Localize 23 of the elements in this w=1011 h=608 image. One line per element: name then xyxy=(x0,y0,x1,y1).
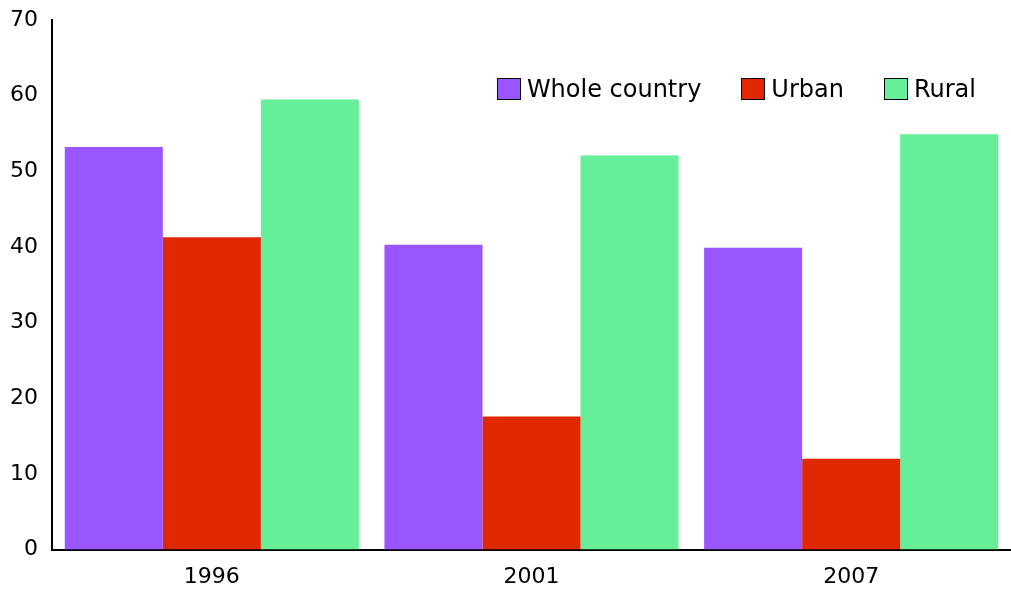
y-tick-label: 40 xyxy=(9,232,38,258)
bar xyxy=(704,247,803,550)
bar xyxy=(900,134,999,550)
bar xyxy=(162,237,261,550)
bar xyxy=(64,147,163,550)
bar xyxy=(482,416,581,550)
y-tick-label: 60 xyxy=(9,81,38,107)
bar xyxy=(260,99,359,550)
y-tick-label: 0 xyxy=(23,535,38,561)
y-tick-label: 10 xyxy=(9,459,38,485)
bar xyxy=(802,458,901,550)
y-tick-label: 70 xyxy=(9,5,38,31)
bar xyxy=(580,155,679,550)
y-tick-label: 30 xyxy=(9,308,38,334)
legend-label: Urban xyxy=(771,75,844,103)
x-tick-label: 1996 xyxy=(183,562,240,588)
legend-label: Whole country xyxy=(526,75,702,103)
y-tick-label: 20 xyxy=(9,384,38,409)
x-tick-label: 2001 xyxy=(503,562,560,588)
y-tick-label: 50 xyxy=(9,157,38,183)
legend-label: Rural xyxy=(913,75,976,103)
x-tick-label: 2007 xyxy=(823,562,880,588)
bar xyxy=(384,244,483,550)
